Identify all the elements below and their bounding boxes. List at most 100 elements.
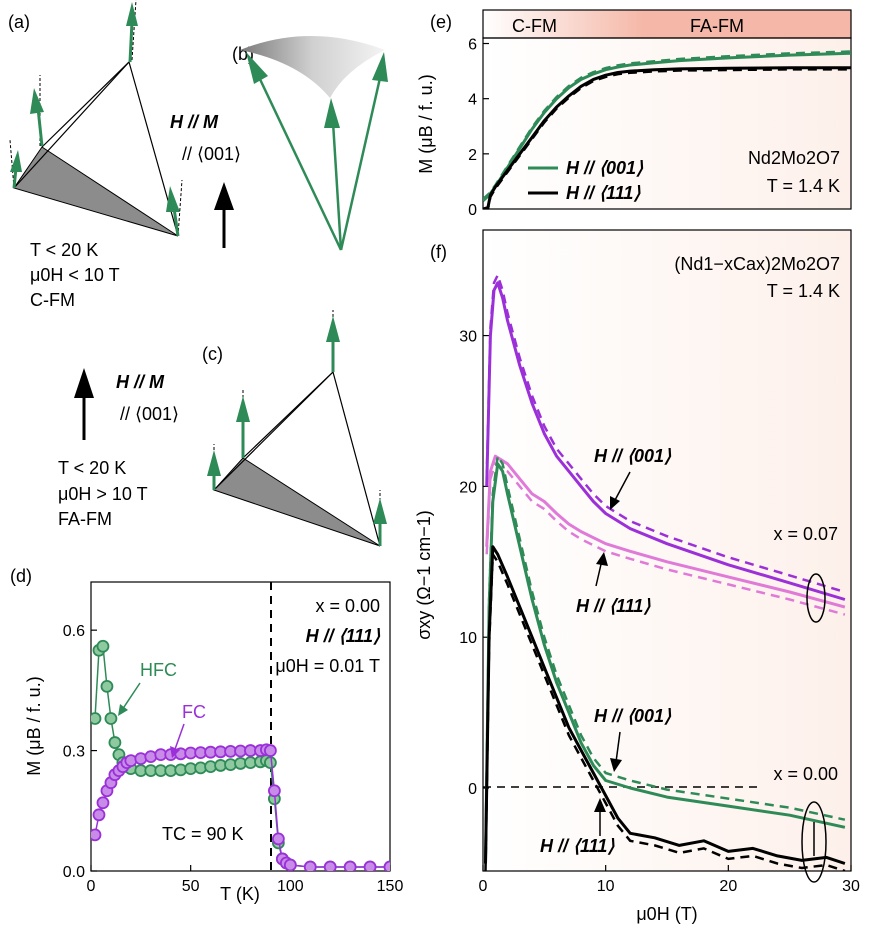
spin-arrow-icon [166, 179, 183, 237]
panel-d: (d) 0 50 100 150 0.0 0.3 0.6 M (μB / f. u.) T … [10, 566, 403, 904]
fc-pointer-icon [173, 723, 185, 753]
series-group-ellipse [806, 573, 826, 623]
panel-e-ylabel: M (μB / f. u.) [416, 74, 436, 173]
panel-d-tc-label: TC = 90 K [162, 824, 244, 844]
panel-f-label: (f) [430, 242, 447, 262]
data-point-hfc [100, 679, 114, 693]
fc-label: FC [182, 702, 206, 722]
ann-111-x007: H // ⟨111⟩ [576, 596, 651, 616]
x-tick-label: 100 [277, 878, 304, 895]
y-tick-label: 20 [459, 479, 477, 496]
spin-arrow-icon [372, 52, 388, 82]
spin-arrow-icon [9, 139, 22, 189]
pointer-arrow-icon [613, 471, 631, 503]
panel-f-compound: (Nd1−xCax)2Mo2O7 [674, 254, 840, 274]
plot-frame [90, 581, 391, 872]
x-tick-label: 150 [377, 878, 404, 895]
spin-arrow-icon [326, 310, 340, 372]
series-line-calc [483, 50, 851, 201]
panel-f-temp: T = 1.4 K [767, 281, 840, 301]
y-tick-label: 6 [468, 37, 477, 54]
spin-cone-line [256, 74, 343, 251]
y-tick-label: 2 [468, 147, 477, 164]
x-tick-label: 10 [597, 878, 615, 895]
fc-pointer-icon [170, 746, 180, 758]
band-fafm-label: FA-FM [690, 16, 744, 36]
tetrahedron-face [13, 146, 179, 237]
y-tick-label: 30 [459, 329, 477, 346]
data-point-fc [92, 808, 106, 822]
y-tick-label: 4 [468, 92, 477, 109]
band-cfm-label: C-FM [512, 16, 557, 36]
pointer-arrow-icon [615, 731, 621, 763]
x-tick-label: 30 [842, 878, 860, 895]
panel-b-field-line2: // ⟨001⟩ [182, 144, 241, 164]
x-tick-label: 0 [87, 878, 96, 895]
series-line-calc [484, 452, 846, 856]
pointer-arrow-icon [596, 552, 608, 566]
series-line-calc [484, 68, 851, 209]
panel-a: (a) T < 20 K μ0H < 10 T C-FM [8, 0, 183, 310]
data-point-hfc [108, 736, 122, 749]
legend-111-label: H // ⟨111⟩ [566, 183, 641, 203]
spin-arrow-icon [373, 490, 387, 546]
data-point-hfc [104, 712, 118, 725]
field-arrow-icon [214, 182, 234, 210]
panel-a-cond1: T < 20 K [30, 240, 98, 260]
series-line-calc [485, 271, 846, 594]
panel-a-cond2: μ0H < 10 T [30, 265, 120, 285]
panel-d-ann-mu: μ0H = 0.01 T [275, 656, 380, 676]
pointer-arrow-icon [610, 758, 622, 772]
panel-e: (e) C-FM FA-FM 0 2 4 6 M (μB / f. u.) H // … [416, 9, 852, 219]
plot-frame [482, 37, 852, 210]
panel-b-field-line1: H // M [170, 112, 219, 132]
spin-cone-line [339, 77, 382, 251]
y-tick-label: 10 [459, 630, 477, 647]
data-point-fc [96, 796, 110, 810]
panel-c-field-line2: // ⟨001⟩ [120, 404, 179, 424]
series-group-ellipse [801, 801, 827, 883]
series-line-calc [484, 550, 846, 871]
cfm-band [483, 10, 643, 38]
tetrahedron-edge [13, 61, 130, 189]
hfc-pointer-icon [118, 704, 128, 716]
pointer-arrow-icon [610, 496, 620, 510]
panel-e-temp: T = 1.4 K [767, 176, 840, 196]
data-point-hfc [96, 639, 110, 653]
panel-f: (f) 0 10 20 30 0 10 20 30 (Nd1−xCax)2Mo2O7 T = … [414, 229, 860, 924]
panel-e-compound: Nd2Mo2O7 [748, 148, 840, 168]
panel-d-xlabel: T (K) [220, 884, 260, 904]
spin-arrow-icon [236, 390, 250, 458]
x-tick-label: 20 [719, 878, 737, 895]
panel-c-cond1: T < 20 K [58, 458, 126, 478]
y-tick-label: 0 [468, 202, 477, 219]
data-point-fc [267, 784, 281, 798]
data-point-fc [363, 860, 377, 871]
y-tick-label: 0.6 [63, 623, 85, 640]
series-line-calc [485, 461, 846, 616]
tetrahedron-edge [41, 61, 130, 148]
data-point-fc [91, 828, 102, 842]
panel-c-cond2: μ0H > 10 T [58, 484, 148, 504]
panel-f-xlabel: μ0H (T) [636, 904, 697, 924]
series-line [483, 51, 851, 202]
ann-001-x007: H // ⟨001⟩ [594, 446, 672, 466]
spin-arrow-icon [207, 444, 221, 490]
data-point-hfc [91, 712, 102, 725]
phase-background [483, 230, 851, 871]
data-point-hfc [263, 756, 277, 770]
y-tick-label: 0.3 [63, 744, 85, 761]
panel-e-label: (e) [430, 12, 452, 32]
hfc-label: HFC [140, 660, 177, 680]
spin-arrow-icon [126, 0, 138, 63]
spin-cone-cap [240, 36, 385, 98]
hfc-pointer-icon [121, 682, 141, 711]
panel-c-field-line1: H // M [116, 372, 165, 392]
fafm-band [643, 10, 851, 38]
ann-x007: x = 0.07 [773, 524, 838, 544]
panel-f-ylabel: σxy (Ω−1 cm−1) [414, 510, 434, 640]
field-arrow-icon [74, 368, 94, 398]
data-point-fc [263, 744, 277, 757]
panel-c: (c) H // M // ⟨001⟩ T < 20 K μ [58, 310, 387, 547]
